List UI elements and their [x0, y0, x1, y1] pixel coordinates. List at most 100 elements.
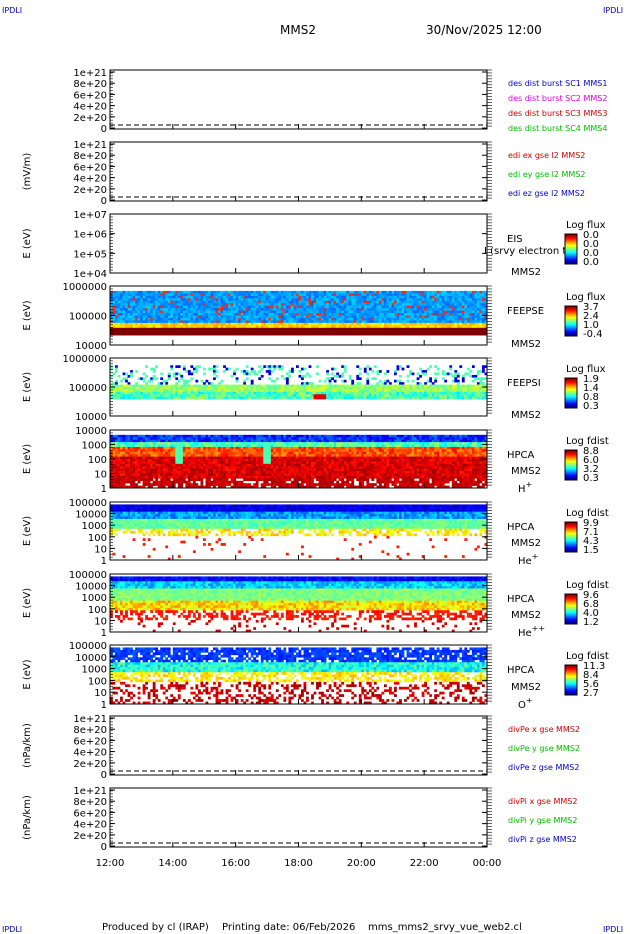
spectrogram-cell: [298, 391, 302, 395]
spectrogram-cell: [215, 300, 219, 304]
spectrogram-cell: [150, 298, 154, 302]
spectrogram-cell: [371, 377, 375, 381]
spectrogram-cell: [167, 396, 171, 400]
spectrogram-cell: [318, 305, 322, 309]
spectrogram-cell: [358, 325, 362, 329]
spectrogram-cell: [280, 365, 284, 368]
spectrogram-cell: [431, 313, 435, 316]
spectrogram-cell: [466, 330, 470, 334]
spectrogram-cell: [150, 313, 154, 316]
spectrogram-cell: [273, 305, 277, 309]
spectrogram-cell: [150, 463, 154, 467]
spectrogram-cell: [476, 305, 480, 309]
spectrogram-cell: [223, 315, 226, 319]
spectrogram-cell: [449, 305, 453, 309]
spectrogram-cell: [268, 313, 272, 316]
spectrogram-cell: [394, 387, 397, 390]
spectrogram-cell: [223, 370, 226, 373]
spectrogram-cell: [253, 396, 257, 400]
spectrogram-cell: [145, 475, 148, 479]
spectrogram-cell: [353, 394, 357, 397]
spectrogram-cell: [409, 370, 412, 373]
spectrogram-cell: [396, 322, 400, 326]
spectrogram-cell: [170, 387, 174, 390]
spectrogram-cell: [459, 394, 463, 397]
spectrogram-cell: [426, 394, 430, 397]
spectrogram-cell: [303, 325, 307, 329]
spectrogram-cell: [142, 463, 146, 467]
spectrogram-cell: [386, 384, 390, 388]
spectrogram-cell: [401, 396, 405, 400]
spectrogram-cell: [429, 387, 432, 390]
spectrogram-cell: [441, 387, 445, 390]
spectrogram-cell: [429, 377, 432, 381]
spectrogram-cell: [115, 382, 118, 385]
spectrogram-cell: [150, 387, 154, 390]
spectrogram-cell: [233, 394, 236, 397]
spectrogram-cell: [338, 330, 342, 334]
spectrogram-cell: [230, 374, 234, 378]
spectrogram-cell: [177, 389, 181, 393]
spectrogram-cell: [481, 295, 485, 299]
spectrogram-cell: [215, 387, 219, 390]
spectrogram-cell: [419, 305, 422, 309]
spectrogram-cell: [426, 379, 430, 383]
spectrogram-cell: [125, 332, 128, 336]
spectrogram-cell: [122, 466, 126, 469]
spectrogram-cell: [444, 310, 448, 314]
spectrogram-cell: [416, 310, 420, 314]
spectrogram-cell: [147, 332, 151, 336]
spectrogram-cell: [125, 478, 128, 482]
spectrogram-cell: [424, 387, 427, 390]
spectrogram-cell: [132, 305, 136, 309]
spectrogram-cell: [270, 332, 274, 336]
spectrogram-cell: [235, 384, 239, 388]
spectrogram-cell: [157, 391, 161, 395]
spectrogram-cell: [353, 310, 357, 314]
spectrogram-cell: [283, 308, 287, 311]
spectrogram-cell: [115, 463, 118, 467]
spectrogram-cell: [283, 389, 287, 393]
spectrogram-cell: [162, 303, 166, 306]
spectrogram-cell: [205, 332, 209, 336]
spectrogram-cell: [117, 459, 121, 462]
spectrogram-cell: [125, 325, 128, 329]
spectrogram-cell: [200, 315, 204, 319]
spectrogram-cell: [240, 298, 244, 302]
spectrogram-cell: [155, 308, 159, 311]
spectrogram-cell: [426, 317, 430, 321]
spectrogram-cell: [228, 295, 231, 299]
spectrogram-cell: [213, 365, 216, 368]
y-tick-label: 1e+06: [73, 230, 107, 241]
spectrogram-cell: [147, 327, 151, 331]
spectrogram-cell: [127, 300, 131, 304]
spectrogram-cell: [210, 300, 214, 304]
spectrogram-cell: [476, 320, 480, 324]
spectrogram-cell: [404, 396, 407, 400]
colorbar-segment: [565, 307, 577, 309]
spectrogram-cell: [177, 365, 181, 368]
spectrogram-cell: [182, 382, 186, 385]
spectrogram-cell: [426, 308, 430, 311]
legend-entry: des dist burst SC4 MMS4: [508, 124, 607, 133]
spectrogram-cell: [399, 295, 402, 299]
spectrogram-cell: [449, 372, 453, 376]
spectrogram-cell: [285, 377, 289, 381]
spectrogram-cell: [142, 327, 146, 331]
spectrogram-cell: [152, 444, 156, 448]
spectrogram-cell: [373, 313, 377, 316]
spectrogram-cell: [285, 320, 289, 324]
spectrogram-cell: [484, 313, 488, 316]
spectrogram-cell: [147, 298, 151, 302]
spectrogram-cell: [351, 325, 355, 329]
spectrogram-cell: [147, 451, 151, 455]
spectrogram-cell: [190, 391, 194, 395]
spectrogram-cell: [145, 332, 148, 336]
spectrogram-cell: [137, 478, 141, 482]
spectrogram-cell: [130, 325, 133, 329]
spectrogram-cell: [120, 310, 123, 314]
spectrogram-cell: [190, 313, 194, 316]
spectrogram-cell: [137, 454, 141, 457]
spectrogram-cell: [424, 315, 427, 319]
spectrogram-cell: [185, 295, 189, 299]
